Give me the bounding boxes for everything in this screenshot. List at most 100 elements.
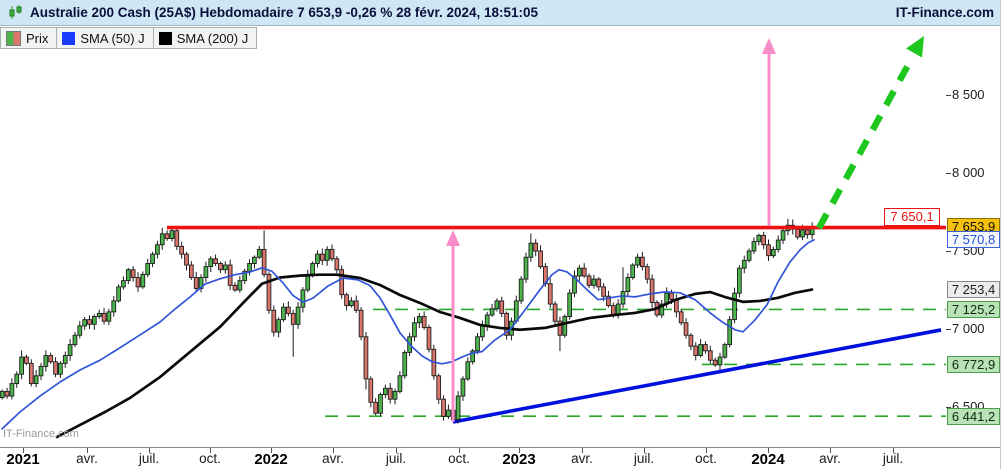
candle-body <box>766 244 771 257</box>
x-axis-tick-label: 2024 <box>751 451 785 468</box>
time-axis[interactable]: 2021 avr. juil. oct. 2022 avr. juil. oct. 2023 av… <box>0 447 1000 469</box>
x-axis-tick-label: oct. <box>199 451 221 466</box>
candle-body <box>286 306 291 314</box>
x-axis-tick <box>87 448 88 453</box>
candle-body <box>145 263 151 275</box>
y-axis-tick <box>946 94 951 96</box>
candle-body <box>426 326 432 350</box>
y-axis-tick <box>946 172 951 174</box>
support-trendline <box>452 328 942 424</box>
candle-body <box>455 395 461 420</box>
x-axis-tick-label: juil. <box>633 451 655 466</box>
candle-body <box>358 309 364 338</box>
candle-body <box>727 319 733 346</box>
candle-body <box>247 263 252 272</box>
price-axis[interactable]: 8 500 8 000 7 500 7 000 6 500 7 653,9 7 570,8 7… <box>946 26 1000 447</box>
candle-body <box>577 267 582 277</box>
price-level-label: 7 570,8 <box>947 231 1000 249</box>
candle-body <box>392 390 398 400</box>
candle-body <box>0 390 5 399</box>
candle-body <box>649 278 655 303</box>
candle-body <box>319 253 325 261</box>
sma50-swatch-icon <box>62 31 76 45</box>
candle-body <box>572 275 577 294</box>
candle-body <box>737 267 742 294</box>
candle-body <box>557 320 563 336</box>
candle-body <box>460 378 466 397</box>
candle-body <box>441 398 446 417</box>
candle-body <box>344 294 349 307</box>
candle-body <box>756 234 762 243</box>
candle-body <box>4 390 10 397</box>
x-axis-tick <box>519 448 520 453</box>
price-level-label: 7 653,9 <box>947 218 1000 236</box>
x-axis-tick <box>210 448 211 453</box>
candle-body <box>683 322 689 336</box>
candle-body <box>72 334 78 346</box>
candle-body <box>256 248 262 258</box>
y-axis-tick <box>946 406 951 408</box>
candle-body <box>222 264 228 271</box>
candle-body <box>421 316 427 328</box>
watermark: IT-Finance.com <box>3 428 79 440</box>
candle-body <box>24 356 29 364</box>
candle-body <box>334 258 340 271</box>
candle-body <box>402 351 408 377</box>
candle-body <box>266 273 272 311</box>
candle-body <box>538 250 543 268</box>
x-axis-tick <box>149 448 150 453</box>
green-dashed-arrow-shaft <box>816 54 916 230</box>
legend-item-price[interactable]: Prix <box>0 27 58 49</box>
candlestick-logo-icon <box>9 5 22 19</box>
candle-body <box>387 387 393 400</box>
candle-body <box>339 269 345 296</box>
candle-body <box>33 375 39 385</box>
candle-body <box>329 248 335 260</box>
candle-body <box>315 253 320 264</box>
x-axis-tick <box>271 448 272 453</box>
candle-body <box>159 233 165 246</box>
candle-body <box>528 242 534 258</box>
candle-body <box>707 350 713 361</box>
price-level-label: 6 441,2 <box>947 407 1000 425</box>
candle-body <box>732 292 737 321</box>
legend-item-sma200[interactable]: SMA (200) J <box>152 27 258 49</box>
y-axis-tick-label: 8 000 <box>952 165 985 180</box>
candle-body <box>179 245 184 255</box>
candle-body <box>800 229 805 238</box>
candle-body <box>169 230 175 239</box>
candle-body <box>281 306 286 321</box>
candle-body <box>513 300 519 322</box>
candle-body <box>470 350 475 363</box>
candle-body <box>19 356 24 375</box>
candle-body <box>373 401 378 414</box>
candle-body <box>218 263 223 271</box>
title-bar: Australie 200 Cash (25A$) Hebdomadaire 7… <box>0 0 1000 26</box>
candle-body <box>465 361 471 380</box>
price-level-label: 7 125,2 <box>947 300 1000 318</box>
x-axis-tick <box>333 448 334 453</box>
pink-arrow-head <box>446 230 460 246</box>
candle-body <box>130 269 136 278</box>
candle-body <box>586 275 592 286</box>
candle-body <box>581 267 587 277</box>
candle-body <box>722 344 728 358</box>
candle-body <box>625 277 631 293</box>
green-dashed-arrow-head <box>906 36 924 58</box>
candle-body <box>38 365 44 377</box>
candle-body <box>353 300 359 311</box>
candle-body <box>106 311 112 322</box>
legend-item-sma50[interactable]: SMA (50) J <box>56 27 154 49</box>
candle-body <box>610 305 616 316</box>
brand-link[interactable]: IT-Finance.com <box>895 5 994 20</box>
candle-body <box>188 264 194 278</box>
candles <box>0 218 815 424</box>
x-axis-tick <box>23 448 24 453</box>
candle-body <box>252 256 257 264</box>
x-axis-tick-label: oct. <box>448 451 470 466</box>
candle-body <box>290 312 296 325</box>
candle-body <box>446 409 451 417</box>
candle-body <box>630 264 636 278</box>
candle-body <box>276 319 281 333</box>
